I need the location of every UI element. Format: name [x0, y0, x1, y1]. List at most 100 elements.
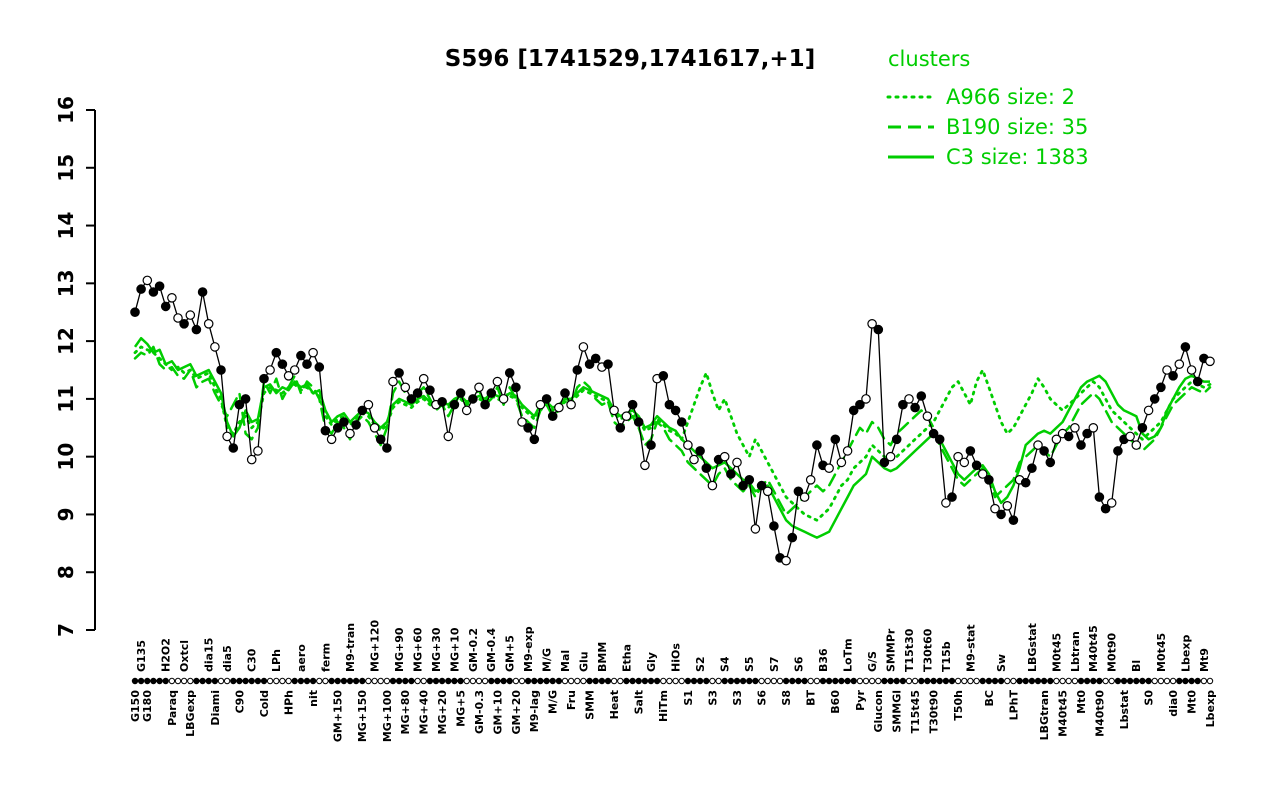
condition-marker: [930, 677, 937, 685]
condition-label: ferm: [319, 643, 332, 672]
condition-label: Gly: [645, 652, 658, 672]
condition-label: T15t45: [909, 690, 922, 733]
condition-marker: [555, 677, 563, 685]
data-point: [726, 469, 736, 479]
condition-marker: [1145, 677, 1152, 685]
series-layer: [130, 275, 1215, 566]
condition-label: T50h: [952, 690, 965, 721]
condition-label: MG+30: [430, 627, 443, 672]
condition-marker: [696, 677, 704, 685]
condition-marker: [352, 677, 360, 685]
condition-marker: [948, 677, 956, 685]
data-point: [879, 457, 890, 468]
condition-label: Pyr: [854, 689, 867, 710]
y-tick-label: 11: [54, 385, 78, 413]
condition-marker: [807, 677, 814, 685]
legend: clusters A966 size: 2 B190 size: 35 C3 s…: [886, 47, 1089, 169]
condition-marker: [383, 677, 391, 685]
data-point: [382, 443, 392, 453]
condition-label: GM-0.2: [467, 628, 480, 672]
data-point: [191, 324, 202, 335]
data-point: [1008, 515, 1019, 525]
data-point: [406, 394, 417, 404]
data-point: [1100, 503, 1111, 514]
condition-marker: [641, 677, 649, 685]
condition-marker: [273, 677, 280, 685]
condition-label: BC: [983, 690, 996, 706]
condition-label: S0: [1142, 690, 1155, 706]
condition-marker: [1169, 677, 1177, 685]
data-point: [953, 451, 963, 462]
y-axis: 7 8 9 10 11 12 13 14 15 16: [54, 96, 96, 637]
condition-marker: [936, 677, 943, 685]
data-point: [781, 555, 791, 566]
data-point: [855, 399, 865, 410]
condition-label: M9-exp: [522, 626, 535, 672]
data-point: [216, 365, 226, 375]
condition-marker: [1022, 677, 1029, 685]
data-point: [1131, 440, 1142, 450]
data-point: [517, 417, 527, 427]
condition-label: T30t90: [927, 690, 940, 734]
data-point: [627, 399, 638, 410]
condition-label: GM+20: [510, 690, 523, 735]
condition-label: GM-0.4: [485, 628, 498, 672]
condition-label: G180: [141, 690, 154, 722]
data-point: [572, 365, 583, 375]
condition-marker: [1163, 677, 1171, 685]
condition-marker: [365, 677, 372, 685]
condition-marker: [893, 677, 900, 685]
condition-marker: [758, 677, 765, 685]
condition-marker: [979, 677, 986, 685]
condition-label: SMMGl: [891, 690, 904, 733]
data-point: [861, 394, 871, 404]
data-point: [959, 457, 970, 468]
condition-marker: [610, 677, 618, 685]
data-point: [898, 399, 908, 410]
condition-marker: [1176, 677, 1183, 685]
data-point: [769, 521, 779, 531]
condition-marker: [887, 677, 894, 685]
condition-label: MG+60: [411, 627, 424, 672]
condition-label: M0t90: [1106, 632, 1119, 672]
condition-label: MG+150: [356, 690, 369, 742]
data-point: [965, 446, 976, 456]
condition-marker: [137, 677, 145, 685]
data-point: [867, 318, 877, 329]
data-point: [185, 310, 196, 320]
data-point: [259, 373, 269, 384]
condition-marker: [973, 677, 980, 685]
data-point: [486, 388, 497, 398]
data-point: [228, 443, 239, 453]
condition-label: Bl: [1130, 660, 1143, 672]
condition-marker: [1157, 677, 1165, 685]
condition-label: Etha: [620, 644, 633, 672]
data-point: [388, 376, 398, 387]
cluster-line-c3: [133, 336, 1210, 539]
data-point: [683, 440, 693, 450]
y-tick-label: 10: [54, 443, 78, 471]
condition-marker: [801, 677, 808, 685]
condition-label: Mt9: [1198, 648, 1211, 672]
condition-marker: [727, 677, 735, 685]
condition-marker: [445, 677, 452, 685]
condition-marker: [254, 677, 262, 685]
condition-marker: [746, 677, 753, 685]
condition-label: S5: [743, 656, 756, 672]
condition-marker: [389, 677, 397, 685]
data-point: [904, 394, 914, 404]
condition-label: LBGexp: [184, 690, 197, 737]
data-point: [203, 318, 214, 329]
condition-marker: [672, 677, 679, 685]
condition-marker: [279, 677, 286, 685]
condition-marker: [285, 677, 292, 685]
data-point: [160, 301, 171, 312]
condition-marker: [199, 677, 206, 685]
condition-marker: [438, 677, 446, 685]
x-axis-labels: G135 H2O2 Oxtcl dia15 dia5 C30 LPh aero ferm M9-t…: [129, 620, 1217, 743]
condition-label: T30t60: [921, 628, 934, 672]
condition-marker: [518, 677, 526, 685]
condition-marker: [1040, 677, 1048, 685]
data-point: [369, 422, 380, 433]
